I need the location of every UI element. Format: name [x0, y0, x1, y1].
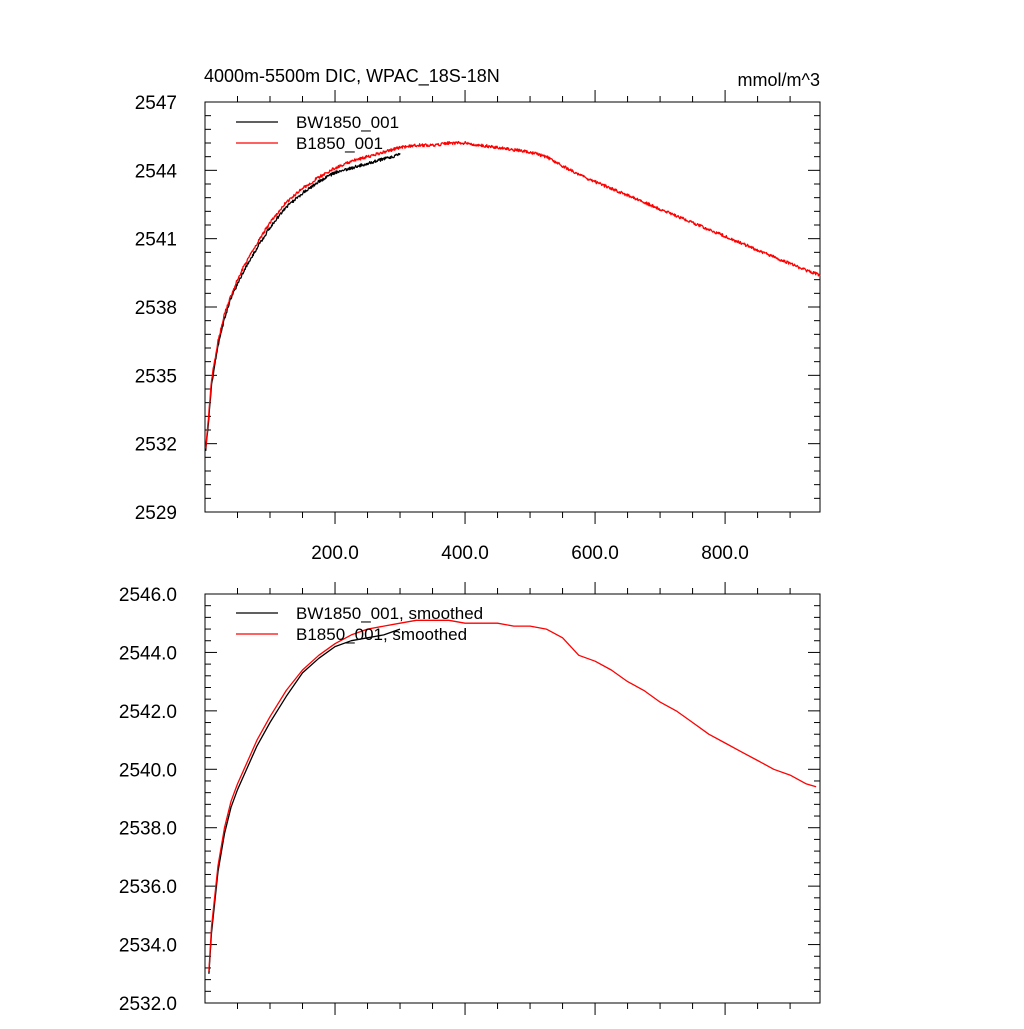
- legend-label: BW1850_001, smoothed: [296, 604, 483, 623]
- y-tick-label: 2542.0: [119, 702, 177, 723]
- x-tick-label: 200.0: [311, 543, 359, 564]
- y-tick-label: 2536.0: [119, 877, 177, 898]
- series-line-b1850: [205, 140, 821, 449]
- y-tick-label: 2546.0: [119, 585, 177, 606]
- bottom-panel: 2532.0 2534.0 2536.0 2538.0 2540.0 2542.0 2544…: [119, 582, 821, 1015]
- legend-label: BW1850_001: [296, 113, 399, 132]
- y-tick-label: 2532.0: [119, 994, 177, 1015]
- plot-frame: [204, 101, 821, 513]
- y-tick-label: 2540.0: [119, 760, 177, 781]
- y-tick-label: 2541: [135, 230, 177, 251]
- y-tick-label: 2532: [135, 435, 177, 456]
- chart-title: 4000m-5500m DIC, WPAC_18S-18N: [204, 66, 500, 87]
- y-tick-label: 2535: [135, 366, 177, 387]
- legend-label: B1850_001, smoothed: [296, 625, 467, 644]
- top-panel: 2529 2532 2535 2538 2541 2544 2547 200.0 400.0 60…: [135, 90, 821, 564]
- y-tick-label: 2534.0: [119, 936, 177, 957]
- y-tick-label: 2544.0: [119, 643, 177, 664]
- x-tick-label: 400.0: [441, 543, 489, 564]
- series-line-b1850: [208, 619, 817, 971]
- x-tick-label: 600.0: [571, 543, 619, 564]
- units-label: mmol/m^3: [738, 70, 820, 90]
- y-tick-label: 2538: [135, 298, 177, 319]
- y-tick-label: 2544: [135, 161, 178, 182]
- series-line-bw1850: [205, 152, 401, 451]
- y-tick-label: 2529: [135, 503, 177, 524]
- legend-label: B1850_001: [296, 134, 383, 153]
- y-tick-label: 2538.0: [119, 819, 177, 840]
- series-line-bw1850: [208, 628, 401, 974]
- y-tick-label: 2547: [135, 93, 177, 114]
- x-tick-label: 800.0: [701, 543, 749, 564]
- plot-frame: [204, 593, 821, 1004]
